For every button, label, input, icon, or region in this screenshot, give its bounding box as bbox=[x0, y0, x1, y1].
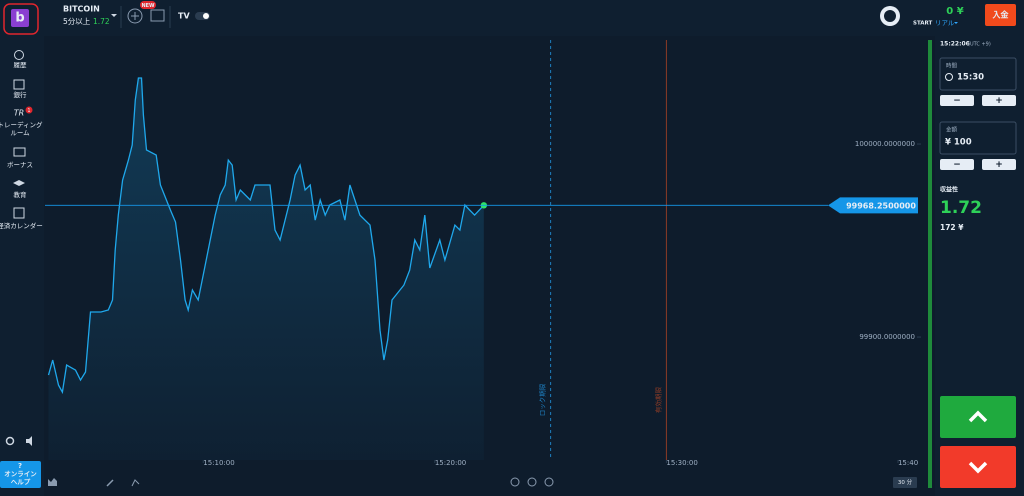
time-value[interactable]: 15:30 bbox=[957, 73, 984, 83]
time-box[interactable] bbox=[939, 57, 1017, 91]
price-tag bbox=[828, 197, 918, 214]
time-label: 時間 bbox=[946, 62, 958, 70]
sidebar-label[interactable]: 履歴 bbox=[13, 61, 27, 69]
settings-icon[interactable] bbox=[5, 436, 15, 446]
profit-label: 収益性 bbox=[940, 186, 958, 194]
education-icon[interactable] bbox=[13, 180, 25, 186]
asset-dropdown[interactable] bbox=[111, 14, 117, 17]
price-line bbox=[47, 77, 485, 395]
add-icon bbox=[131, 12, 139, 20]
tv-logo: TV bbox=[178, 12, 190, 21]
zoom-out[interactable] bbox=[510, 477, 520, 487]
indicator-icon[interactable] bbox=[131, 479, 140, 487]
x-tick-label: 15:10:00 bbox=[203, 459, 234, 467]
amount-box[interactable] bbox=[939, 121, 1017, 155]
start-label: START bbox=[913, 21, 933, 27]
time-plus[interactable] bbox=[982, 95, 1016, 106]
amount-plus-label: + bbox=[995, 160, 1003, 170]
sound-icon[interactable] bbox=[26, 436, 32, 446]
timezone: (UTC +9) bbox=[968, 42, 991, 48]
sidebar-label[interactable]: ボーナス bbox=[7, 161, 33, 169]
put-button[interactable] bbox=[940, 446, 1016, 488]
price-tag-label: 99968.2500000 bbox=[846, 201, 916, 210]
x-tick-label: 15:40 bbox=[898, 459, 918, 467]
profit-amount: 172 ¥ bbox=[940, 223, 964, 232]
expiry-label: 5分以上 bbox=[63, 17, 91, 26]
account-type[interactable]: リアル bbox=[935, 19, 955, 27]
x-tick-label: 15:30:00 bbox=[666, 459, 697, 467]
time-plus-label: + bbox=[995, 96, 1003, 106]
badge bbox=[25, 106, 33, 114]
logo-letter: b bbox=[15, 11, 24, 26]
sidebar bbox=[0, 36, 44, 496]
sidebar-label[interactable]: 教育 bbox=[13, 191, 27, 199]
payout: 1.72 bbox=[93, 17, 110, 26]
y-tick-label: 99900.0000000 bbox=[859, 333, 915, 341]
badge-text: 1 bbox=[27, 108, 30, 114]
draw-icon[interactable] bbox=[106, 479, 114, 487]
timer-inner bbox=[884, 10, 896, 22]
account-dropdown[interactable] bbox=[954, 22, 958, 24]
history-icon[interactable] bbox=[14, 50, 24, 60]
amount-plus[interactable] bbox=[982, 159, 1016, 170]
price-chart: 100000.0000000 99900.0000000 15:10:00 15:20… bbox=[45, 40, 921, 467]
profit-rate: 1.72 bbox=[940, 198, 982, 218]
up-arrow bbox=[968, 410, 988, 423]
trading-room-icon[interactable]: TR bbox=[14, 109, 24, 118]
call-button[interactable] bbox=[940, 396, 1016, 438]
down-arrow bbox=[968, 461, 988, 474]
add-chart[interactable] bbox=[127, 8, 143, 24]
layout-button[interactable] bbox=[150, 9, 165, 22]
clock: 15:22:06 bbox=[940, 41, 970, 48]
amount-value[interactable]: ¥ 100 bbox=[945, 138, 972, 148]
x-tick-label: 15:20:00 bbox=[435, 459, 466, 467]
bonus-icon[interactable] bbox=[13, 147, 26, 157]
help-label: オンライン ヘルプ bbox=[4, 470, 37, 486]
time-minus[interactable] bbox=[940, 95, 974, 106]
expiry-line-label: 有効期限 bbox=[653, 387, 662, 414]
asset-name[interactable]: BITCOIN bbox=[63, 5, 100, 14]
sidebar-label[interactable]: 経済カレンダー bbox=[0, 222, 43, 230]
sidebar-label[interactable]: トレーディング ルーム bbox=[0, 121, 43, 137]
timeframe-button[interactable] bbox=[893, 477, 917, 488]
help-icon: ? bbox=[18, 462, 22, 470]
amount-label: 金額 bbox=[946, 126, 958, 134]
expiry-line-label: ロック期限 bbox=[538, 383, 547, 416]
tv-toggle-knob bbox=[203, 13, 209, 19]
help-button[interactable] bbox=[0, 461, 41, 488]
timeframe-label: 30 分 bbox=[898, 478, 913, 486]
calendar-icon[interactable] bbox=[13, 207, 25, 219]
time-minus-label: − bbox=[953, 96, 961, 106]
price-area bbox=[48, 78, 484, 460]
logo-frame[interactable] bbox=[3, 3, 39, 35]
balance[interactable]: 0 ¥ bbox=[946, 6, 963, 17]
sidebar-label[interactable]: 銀行 bbox=[13, 91, 27, 99]
deposit-button[interactable] bbox=[985, 4, 1016, 26]
zoom-in[interactable] bbox=[544, 477, 554, 487]
timer-bar bbox=[928, 40, 932, 488]
top-bar bbox=[0, 0, 1024, 36]
new-badge-text: NEW bbox=[141, 3, 155, 9]
y-tick-label: 100000.0000000 bbox=[855, 140, 915, 148]
new-badge bbox=[140, 1, 156, 9]
amount-minus-label: − bbox=[953, 160, 961, 170]
deposit-label: 入金 bbox=[992, 10, 1010, 20]
amount-minus[interactable] bbox=[940, 159, 974, 170]
logo[interactable] bbox=[11, 9, 29, 27]
clock-icon bbox=[945, 73, 953, 81]
chart-type-icon[interactable] bbox=[48, 478, 57, 486]
bank-icon[interactable] bbox=[13, 79, 25, 90]
zoom-reset[interactable] bbox=[527, 477, 537, 487]
